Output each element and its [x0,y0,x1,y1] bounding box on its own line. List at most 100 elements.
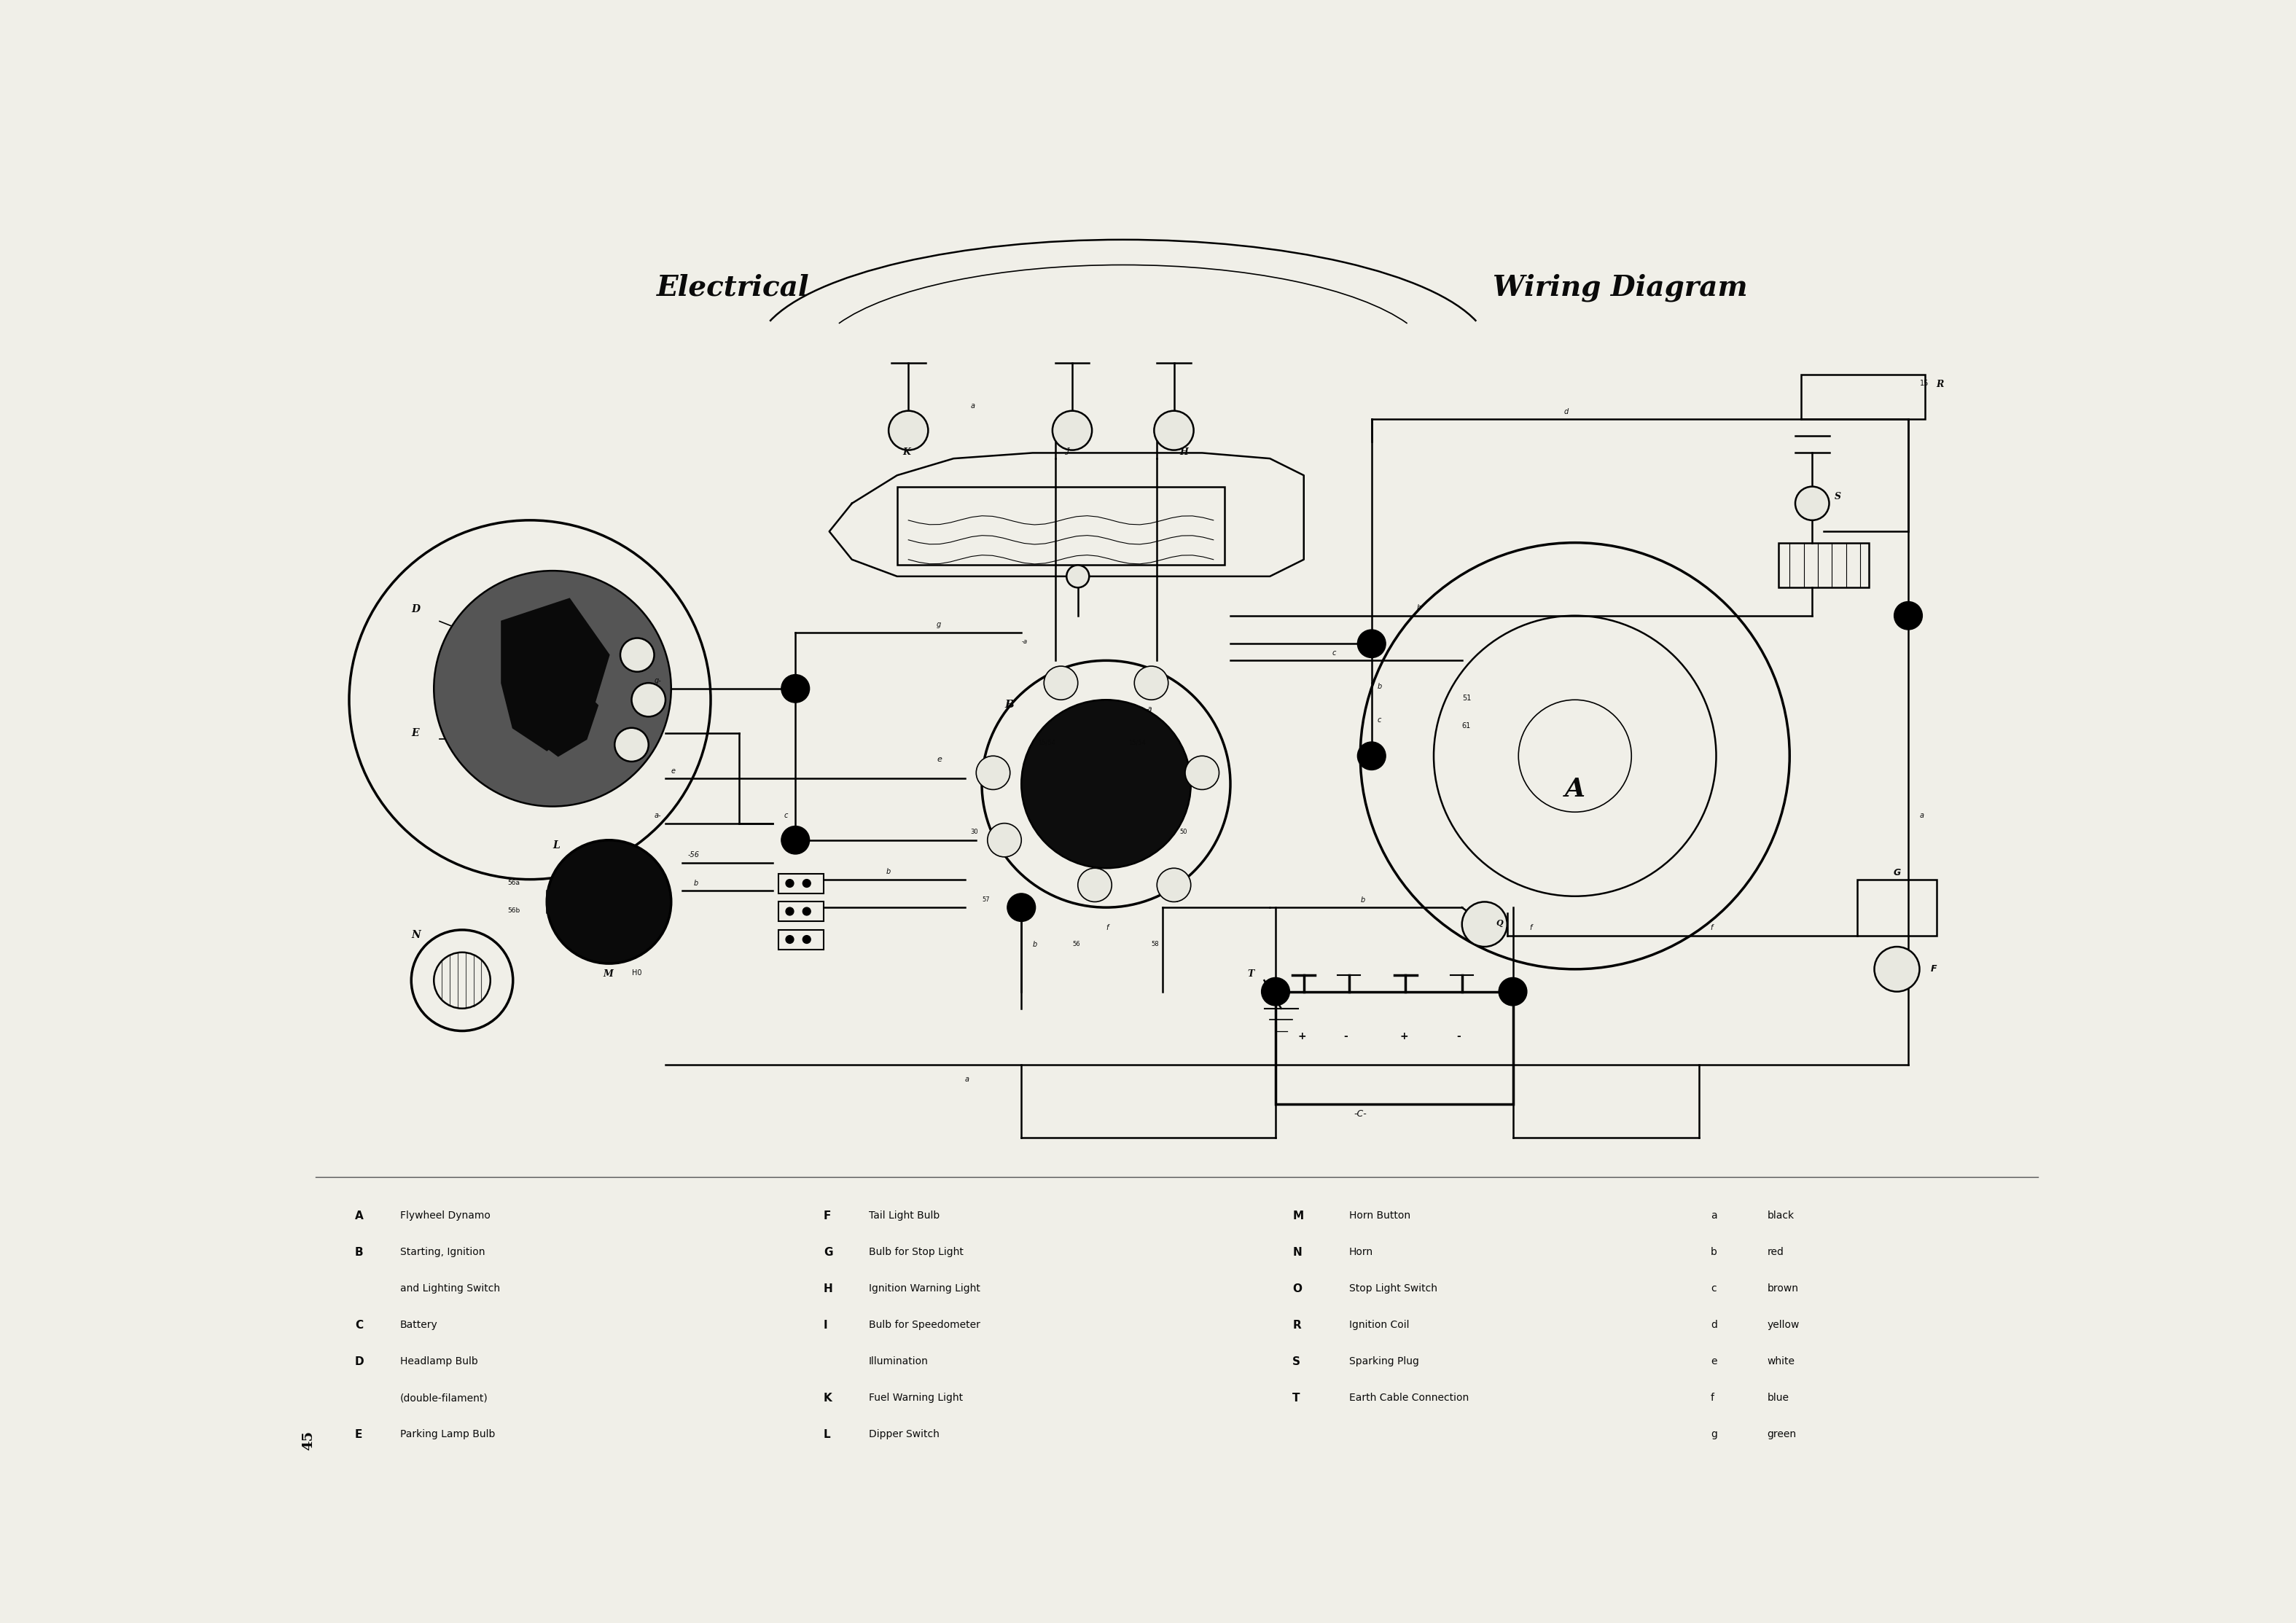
Text: Bulb for Stop Light: Bulb for Stop Light [868,1246,964,1258]
Text: 56: 56 [1072,941,1079,948]
Text: f: f [1711,923,1713,932]
Text: R: R [1293,1319,1302,1331]
Text: H: H [824,1284,833,1295]
Circle shape [785,880,794,888]
Circle shape [781,826,810,854]
Circle shape [976,756,1010,790]
Text: 15/54: 15/54 [1038,738,1056,745]
Text: Flywheel Dynamo: Flywheel Dynamo [400,1211,491,1220]
Text: D: D [411,604,420,615]
Text: Horn Button: Horn Button [1350,1211,1410,1220]
Text: e: e [670,768,675,774]
Text: Horn: Horn [1350,1246,1373,1258]
Text: Electrical: Electrical [657,273,810,300]
Text: b: b [886,868,891,875]
Polygon shape [523,677,597,756]
Text: Earth Cable Connection: Earth Cable Connection [1350,1393,1469,1402]
Bar [898,487,1224,565]
Circle shape [1134,665,1169,700]
Circle shape [1077,868,1111,902]
Text: a-: a- [654,812,661,820]
Text: Starting, Ignition: Starting, Ignition [400,1246,484,1258]
Text: Sparking Plug: Sparking Plug [1350,1357,1419,1367]
Bar [778,902,824,922]
Text: g-: g- [654,677,661,685]
Text: L: L [824,1430,831,1440]
Text: O: O [1293,1284,1302,1295]
Bar [1857,880,1936,935]
Text: 45: 45 [303,1430,315,1451]
Text: A: A [356,1211,363,1222]
Bar [778,873,824,893]
Circle shape [1068,565,1088,588]
Text: -a: -a [1022,638,1026,644]
Circle shape [804,880,810,888]
Bar [778,930,824,949]
Text: 61: 61 [1463,722,1472,730]
Polygon shape [501,599,608,750]
Circle shape [781,675,810,703]
Text: Battery: Battery [400,1319,439,1331]
Circle shape [620,638,654,672]
Text: +: + [1401,1031,1407,1040]
Text: f: f [1711,1393,1715,1402]
Text: g: g [937,622,941,628]
Text: Tail Light Bulb: Tail Light Bulb [868,1211,939,1220]
Text: e: e [937,756,941,763]
Polygon shape [546,868,592,935]
Text: green: green [1768,1430,1795,1440]
Circle shape [1261,977,1290,1006]
Text: b: b [1033,941,1038,948]
Text: H0: H0 [631,969,641,977]
Text: Illumination: Illumination [868,1357,928,1367]
Text: A: A [1566,777,1584,802]
Text: F: F [1931,964,1938,974]
Text: and Lighting Switch: and Lighting Switch [400,1284,501,1294]
Text: I: I [824,1319,829,1331]
Circle shape [1357,742,1387,769]
Text: N: N [411,930,420,940]
Text: C: C [356,1319,363,1331]
Text: 50: 50 [1180,829,1187,836]
Circle shape [987,823,1022,857]
Text: b: b [1378,683,1382,690]
Text: Stop Light Switch: Stop Light Switch [1350,1284,1437,1294]
Text: f: f [1107,923,1109,932]
Circle shape [1499,977,1527,1006]
Text: F: F [824,1211,831,1222]
Circle shape [1894,602,1922,630]
Text: -: - [1343,1031,1348,1040]
Text: +: + [1297,1031,1306,1040]
Text: J: J [1068,448,1070,454]
Circle shape [1357,630,1387,657]
Text: Bulb for Speedometer: Bulb for Speedometer [868,1319,980,1331]
Text: b: b [1359,896,1364,904]
Text: B: B [1003,700,1015,709]
Text: a: a [964,1076,969,1083]
Circle shape [1045,665,1077,700]
Circle shape [631,683,666,717]
Text: c: c [1378,717,1382,724]
Text: red: red [1768,1246,1784,1258]
Text: K: K [902,448,912,456]
Text: yellow: yellow [1768,1319,1800,1331]
Text: b: b [1711,1246,1717,1258]
Text: e: e [1711,1357,1717,1367]
Text: D: D [356,1357,365,1367]
Text: G: G [824,1246,833,1258]
Text: brown: brown [1768,1284,1798,1294]
Text: a: a [1173,896,1178,904]
Text: 57: 57 [983,896,990,902]
Circle shape [804,907,810,915]
Text: S: S [1835,492,1841,502]
Text: 56a: 56a [507,880,519,886]
Circle shape [1157,868,1192,902]
Text: E: E [356,1430,363,1440]
Text: a: a [1919,812,1924,820]
Text: 15/54: 15/54 [1130,738,1146,745]
Text: G: G [1894,868,1901,878]
Text: (double-filament): (double-filament) [400,1393,489,1402]
Text: 15: 15 [1919,380,1929,388]
Text: d: d [1711,1319,1717,1331]
Text: c: c [1332,649,1336,657]
